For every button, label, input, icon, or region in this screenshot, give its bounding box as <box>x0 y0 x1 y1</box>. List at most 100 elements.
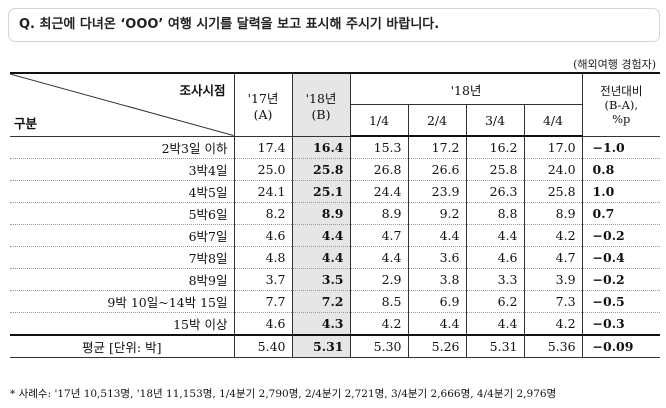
col-header-2017-sub: (A) <box>253 106 273 122</box>
cell-q4: 4.2 <box>523 312 583 336</box>
avg-q2: 5.26 <box>407 335 466 358</box>
col-header-change-l3: %p <box>612 111 631 126</box>
cell-change: −0.5 <box>581 290 661 313</box>
col-header-q4: 4/4 <box>523 104 583 137</box>
cell-2017: 3.7 <box>233 268 292 291</box>
cell-q1: 4.7 <box>349 224 408 247</box>
table-row: 8박9일 3.7 3.5 2.9 3.8 3.3 3.9 −0.2 <box>10 268 661 291</box>
cell-2018: 3.5 <box>291 268 350 291</box>
col-group-2018: '18년 <box>349 72 583 105</box>
avg-2017: 5.40 <box>233 335 292 358</box>
cell-2017: 17.4 <box>233 136 292 159</box>
cell-q4: 4.7 <box>523 246 583 269</box>
cell-q3: 8.8 <box>465 202 524 225</box>
cell-q2: 3.6 <box>407 246 466 269</box>
cell-change: 0.8 <box>581 158 661 181</box>
cell-q3: 16.2 <box>465 136 524 159</box>
row-label: 4박5일 <box>10 180 234 203</box>
question-box: Q. 최근에 다녀온 ‘OOO’ 여행 시기를 달력을 보고 표시해 주시기 바… <box>8 8 660 42</box>
row-label: 3박4일 <box>10 158 234 181</box>
cell-2018: 16.4 <box>291 136 350 159</box>
cell-q2: 4.4 <box>407 312 466 336</box>
row-label: 2박3일 이하 <box>10 136 234 159</box>
cell-q1: 8.5 <box>349 290 408 313</box>
cell-2017: 8.2 <box>233 202 292 225</box>
row-label: 6박7일 <box>10 224 234 247</box>
cell-q1: 24.4 <box>349 180 408 203</box>
cell-q4: 8.9 <box>523 202 583 225</box>
cell-change: −0.4 <box>581 246 661 269</box>
cell-q3: 4.6 <box>465 246 524 269</box>
cell-q4: 17.0 <box>523 136 583 159</box>
row-label: 5박6일 <box>10 202 234 225</box>
cell-q3: 4.4 <box>465 312 524 336</box>
cell-q4: 7.3 <box>523 290 583 313</box>
avg-q1: 5.30 <box>349 335 408 358</box>
cell-q4: 3.9 <box>523 268 583 291</box>
cell-q1: 4.2 <box>349 312 408 336</box>
cell-2017: 24.1 <box>233 180 292 203</box>
avg-change: −0.09 <box>581 335 661 358</box>
diagonal-header-cell: 조사시점 구분 <box>10 72 234 137</box>
cell-2018: 7.2 <box>291 290 350 313</box>
cell-q3: 6.2 <box>465 290 524 313</box>
cell-2018: 25.1 <box>291 180 350 203</box>
cell-2017: 4.8 <box>233 246 292 269</box>
cell-q2: 3.8 <box>407 268 466 291</box>
cell-change: −1.0 <box>581 136 661 159</box>
cell-q2: 4.4 <box>407 224 466 247</box>
cell-2018: 4.4 <box>291 224 350 247</box>
cell-2017: 4.6 <box>233 312 292 336</box>
cell-q1: 2.9 <box>349 268 408 291</box>
cell-q4: 24.0 <box>523 158 583 181</box>
col-header-q3: 3/4 <box>465 104 524 137</box>
average-row: 평균 [단위: 박] 5.40 5.31 5.30 5.26 5.31 5.36… <box>10 335 661 358</box>
row-label: 7박8일 <box>10 246 234 269</box>
avg-q4: 5.36 <box>523 335 583 358</box>
col-header-change-l1: 전년대비 <box>600 83 643 98</box>
avg-2018: 5.31 <box>291 335 350 358</box>
cell-q2: 9.2 <box>407 202 466 225</box>
table-row: 9박 10일~14박 15일 7.7 7.2 8.5 6.9 6.2 7.3 −… <box>10 290 661 313</box>
row-label: 9박 10일~14박 15일 <box>10 290 234 313</box>
col-header-change: 전년대비 (B-A), %p <box>581 72 661 137</box>
col-header-2017: '17년 (A) <box>233 72 292 137</box>
table-row: 3박4일 25.0 25.8 26.8 26.6 25.8 24.0 0.8 <box>10 158 661 181</box>
category-label: 구분 <box>14 115 38 131</box>
average-label: 평균 [단위: 박] <box>10 335 234 358</box>
cell-2018: 4.3 <box>291 312 350 336</box>
cell-q2: 26.6 <box>407 158 466 181</box>
table-row: 6박7일 4.6 4.4 4.7 4.4 4.4 4.2 −0.2 <box>10 224 661 247</box>
cell-q4: 4.2 <box>523 224 583 247</box>
cell-change: 1.0 <box>581 180 661 203</box>
table-row: 2박3일 이하 17.4 16.4 15.3 17.2 16.2 17.0 −1… <box>10 136 661 159</box>
col-header-2017-year: '17년 <box>247 90 279 106</box>
row-label: 8박9일 <box>10 268 234 291</box>
cell-change: −0.2 <box>581 224 661 247</box>
cell-2018: 4.4 <box>291 246 350 269</box>
cell-q2: 6.9 <box>407 290 466 313</box>
col-header-2018-year: '18년 <box>305 90 337 106</box>
table-row: 15박 이상 4.6 4.3 4.2 4.4 4.4 4.2 −0.3 <box>10 312 661 336</box>
footnote: * 사례수: '17년 10,513명, '18년 11,153명, 1/4분기… <box>10 388 557 400</box>
survey-time-label: 조사시점 <box>179 83 226 98</box>
cell-q2: 17.2 <box>407 136 466 159</box>
table-row: 5박6일 8.2 8.9 8.9 9.2 8.8 8.9 0.7 <box>10 202 661 225</box>
cell-2018: 25.8 <box>291 158 350 181</box>
avg-q3: 5.31 <box>465 335 524 358</box>
cell-2017: 7.7 <box>233 290 292 313</box>
cell-change: −0.3 <box>581 312 661 336</box>
cell-2018: 8.9 <box>291 202 350 225</box>
cell-q3: 25.8 <box>465 158 524 181</box>
cell-2017: 4.6 <box>233 224 292 247</box>
cell-q3: 3.3 <box>465 268 524 291</box>
cell-q1: 8.9 <box>349 202 408 225</box>
cell-q1: 26.8 <box>349 158 408 181</box>
col-header-2018-sub: (B) <box>311 106 331 122</box>
cell-q3: 4.4 <box>465 224 524 247</box>
cell-q3: 26.3 <box>465 180 524 203</box>
question-text: Q. 최근에 다녀온 ‘OOO’ 여행 시기를 달력을 보고 표시해 주시기 바… <box>19 17 440 32</box>
row-label: 15박 이상 <box>10 312 234 336</box>
table-row: 4박5일 24.1 25.1 24.4 23.9 26.3 25.8 1.0 <box>10 180 661 203</box>
cell-change: 0.7 <box>581 202 661 225</box>
